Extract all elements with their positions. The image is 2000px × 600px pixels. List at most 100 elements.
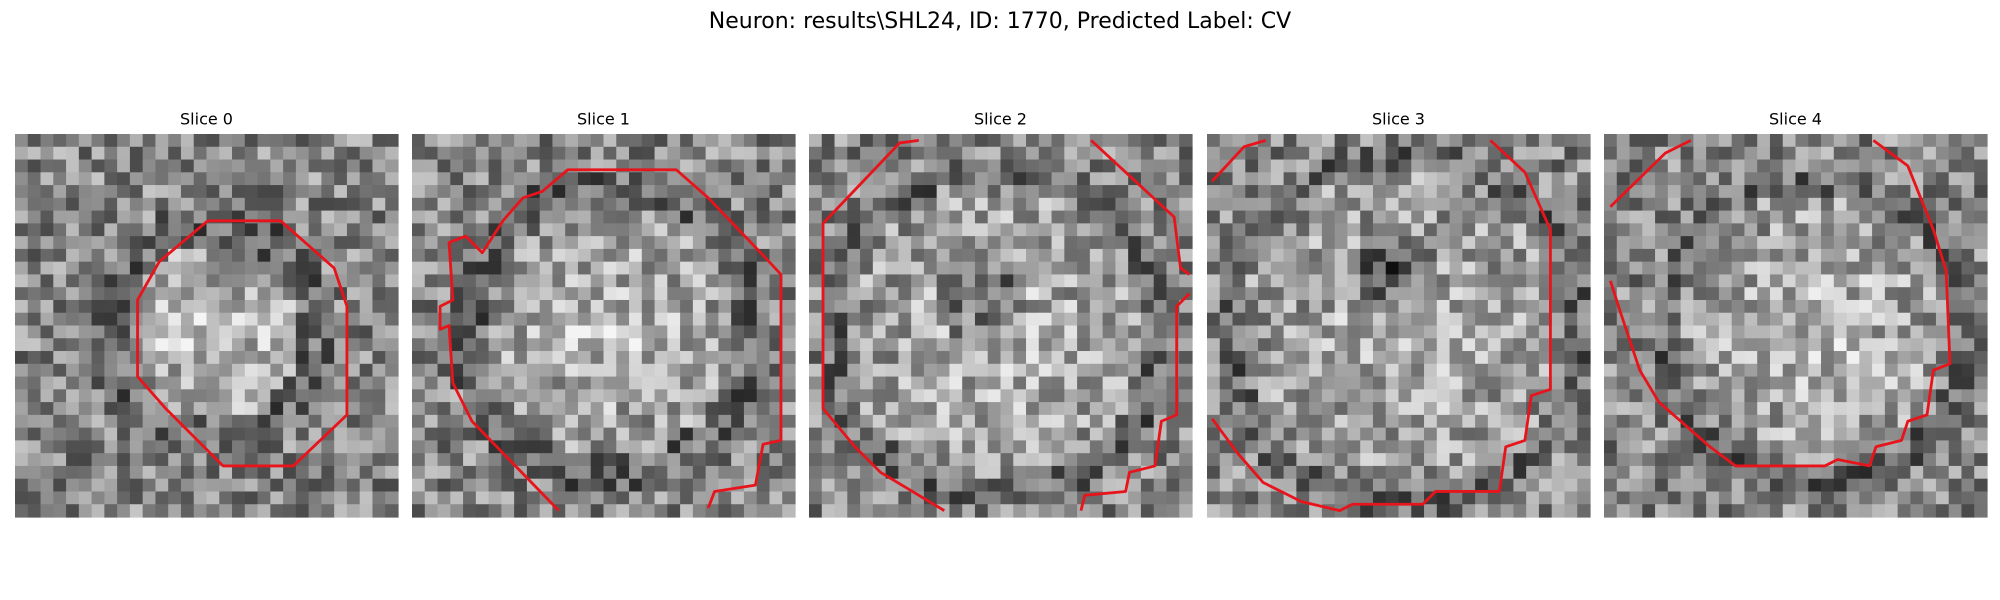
pixel (1833, 248, 1848, 263)
pixel (270, 402, 284, 416)
pixel (1629, 325, 1643, 339)
pixel (1360, 248, 1374, 263)
pixel (424, 159, 439, 173)
pixel (731, 159, 745, 173)
pixel (1411, 248, 1425, 263)
pixel (1808, 402, 1822, 416)
pixel (1526, 134, 1540, 148)
pixel (1051, 427, 1065, 441)
pixel (1245, 261, 1259, 276)
pixel (667, 414, 681, 429)
pixel (1064, 427, 1078, 441)
pixel (565, 478, 579, 493)
pixel (1232, 159, 1246, 173)
pixel (565, 389, 579, 403)
pixel (667, 440, 681, 454)
pixel (372, 236, 386, 250)
pixel (372, 299, 386, 314)
pixel (1475, 210, 1489, 224)
pixel (603, 223, 617, 237)
pixel (1948, 440, 1963, 454)
pixel (78, 274, 93, 288)
pixel (53, 248, 67, 263)
pixel (1334, 185, 1349, 199)
pixel (782, 453, 796, 467)
pixel (1309, 465, 1323, 480)
pixel (232, 402, 246, 416)
pixel (295, 338, 310, 352)
pixel (1296, 248, 1310, 263)
pixel (1782, 159, 1797, 173)
pixel (1064, 338, 1078, 352)
pixel (705, 478, 719, 493)
pixel (1424, 159, 1438, 173)
pixel (847, 478, 861, 493)
pixel (385, 440, 399, 454)
pixel (232, 248, 246, 263)
pixel (1232, 338, 1246, 352)
pixel (1089, 504, 1104, 518)
pixel (1948, 210, 1963, 224)
pixel (1207, 376, 1221, 390)
pixel (91, 376, 105, 390)
pixel (1667, 223, 1682, 237)
pixel (206, 465, 220, 480)
pixel (1064, 299, 1078, 314)
pixel (1038, 453, 1053, 467)
pixel (1258, 274, 1272, 288)
pixel (1232, 210, 1246, 224)
pixel (949, 223, 963, 237)
pixel (769, 197, 783, 212)
pixel (359, 287, 374, 301)
pixel (424, 172, 439, 186)
pixel (1897, 491, 1911, 505)
pixel (987, 299, 1002, 314)
pixel (1859, 172, 1873, 186)
pixel (232, 427, 246, 441)
pixel (1821, 504, 1835, 518)
pixel (1859, 363, 1873, 378)
pixel (1051, 402, 1065, 416)
pixel (1693, 146, 1707, 161)
pixel (385, 185, 399, 199)
pixel (539, 440, 554, 454)
pixel (104, 453, 118, 467)
pixel (475, 223, 490, 237)
pixel (1013, 491, 1027, 505)
pixel (321, 402, 335, 416)
pixel (283, 376, 297, 390)
pixel (629, 185, 643, 199)
pixel (1115, 351, 1129, 365)
pixel (1179, 287, 1193, 301)
pixel (705, 427, 719, 441)
pixel (1424, 299, 1438, 314)
pixel (860, 338, 874, 352)
pixel (1948, 453, 1963, 467)
pixel (270, 299, 284, 314)
pixel (1629, 312, 1643, 327)
pixel (1948, 236, 1963, 250)
pixel (1309, 223, 1323, 237)
pixel (885, 338, 899, 352)
pixel (15, 236, 29, 250)
pixel (15, 197, 29, 212)
pixel (847, 197, 861, 212)
pixel (1935, 159, 1950, 173)
pixel (424, 491, 439, 505)
pixel (526, 351, 541, 365)
pixel (501, 287, 515, 301)
pixel (769, 363, 783, 378)
pixel (1859, 312, 1873, 327)
pixel (206, 134, 220, 148)
pixel (1500, 261, 1514, 276)
pixel (1833, 402, 1848, 416)
pixel (552, 453, 566, 467)
pixel (53, 299, 67, 314)
pixel (1948, 338, 1963, 352)
pixel (1961, 453, 1975, 467)
pixel (1948, 389, 1963, 403)
pixel (1538, 402, 1553, 416)
pixel (1398, 504, 1412, 518)
pixel (539, 376, 554, 390)
pixel (1642, 351, 1656, 365)
